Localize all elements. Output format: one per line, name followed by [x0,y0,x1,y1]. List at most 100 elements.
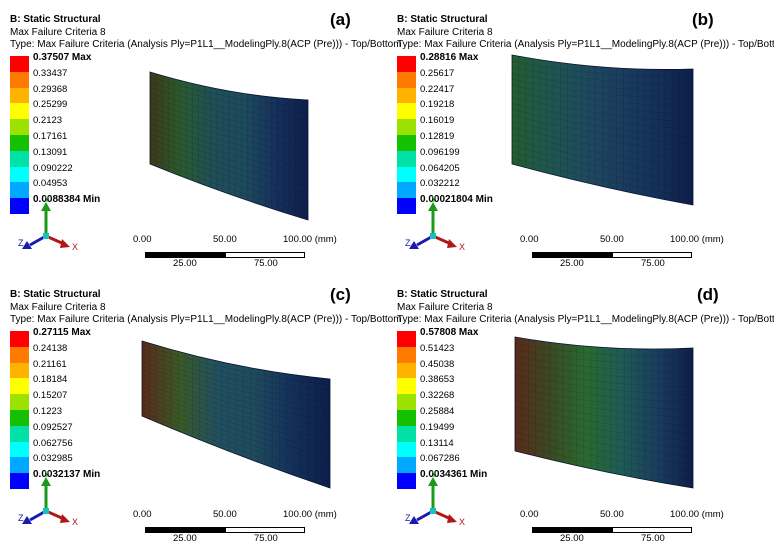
legend-swatch [397,87,416,104]
legend-value: 0.28816 Max [420,52,479,63]
x-label: X [459,242,465,252]
mesh-gridline [149,97,309,134]
panel-letter: (a) [330,10,351,29]
legend-swatch [10,150,29,167]
mesh-gridline [511,103,694,130]
legend-swatch [397,378,416,395]
legend-value: 0.12819 [420,130,455,142]
mesh-gridline [141,349,331,392]
contour-mesh[interactable] [387,275,774,549]
legend-swatch [10,331,29,347]
mesh-gridline [511,151,694,191]
mesh-gridline [514,362,694,380]
mesh-gridline [511,145,694,183]
z-arrow-icon [22,516,32,524]
mesh-gridline [514,381,694,403]
triad-origin [43,508,49,514]
mesh-gridline [514,406,694,434]
legend-swatch [397,150,416,167]
scale-tick-75: 75.00 [641,258,665,269]
scale-bar: 0.00 50.00 100.00 (mm) 25.00 75.00 [133,509,337,549]
mesh-gridline [511,60,694,77]
scale-bar: 0.00 50.00 100.00 (mm) 25.00 75.00 [520,509,724,549]
contour-mesh[interactable] [0,275,387,549]
result-panel-c: B: Static Structural Max Failure Criteri… [0,275,402,549]
result-panel-b: B: Static Structural Max Failure Criteri… [387,0,774,274]
scale-tick-50: 50.00 [600,509,624,520]
mesh-gridline [141,390,331,452]
contour-mesh[interactable] [0,0,387,274]
mesh-gridline [514,343,694,357]
panel-title: B: Static Structural [10,14,101,25]
legend-value: 0.064205 [420,162,460,174]
legend-value: 0.33437 [33,67,68,79]
panel-subtitle: Max Failure Criteria 8 [10,301,106,313]
legend-swatch [397,394,416,410]
legend-swatch [10,166,29,183]
legend-value: 0.21161 [33,358,67,370]
legend-swatch [10,425,29,442]
legend-swatch [10,394,29,410]
mesh-gridline [511,109,694,138]
legend-value: 0.16019 [420,115,455,127]
axis-triad[interactable]: Y X Z [405,471,465,529]
mesh-gridline [514,355,694,372]
legend-value: 0.32268 [420,390,455,402]
mesh-gridline [141,374,331,428]
panel-title: B: Static Structural [397,289,488,300]
axis-triad[interactable]: Y X Z [18,196,78,254]
mesh-gridline [149,76,309,107]
contour-mesh[interactable] [387,0,774,274]
mesh-gridline [514,400,694,427]
mesh-gridline [141,407,331,477]
legend-value: 0.57808 Max [420,327,479,338]
mesh-gridline [514,368,694,388]
panel-type-line: Type: Max Failure Criteria (Analysis Ply… [10,39,402,50]
panel-type-line: Type: Max Failure Criteria (Analysis Ply… [10,314,402,325]
scale-tick-100: 100.00 (mm) [670,509,724,520]
panel-header: B: Static Structural Max Failure Criteri… [397,14,774,52]
mesh-gridline [149,87,309,121]
mesh-gridline [511,97,694,123]
panel-type-line: Type: Max Failure Criteria (Analysis Ply… [397,314,774,325]
axis-triad[interactable]: Y X Z [18,471,78,529]
legend-swatch [397,346,416,363]
legend-value: 0.00021804 Min [420,194,493,206]
scale-tick-100: 100.00 (mm) [283,234,337,245]
panel-type-line: Type: Max Failure Criteria (Analysis Ply… [397,39,774,50]
y-arrow-icon [428,477,438,486]
legend-swatch [10,409,29,426]
y-arrow-icon [428,202,438,211]
mesh-gridline [141,403,331,471]
legend-value: 0.51423 [420,342,455,354]
panel-letter: (b) [692,10,714,29]
scale-tick-0: 0.00 [133,509,152,520]
scale-tick-75: 75.00 [254,258,278,269]
legend-value: 0.062756 [33,437,73,449]
legend-value: 0.2123 [33,115,63,127]
axis-triad[interactable]: Y X Z [405,196,465,254]
legend-value: 0.13091 [33,146,68,158]
scale-bar: 0.00 50.00 100.00 (mm) 25.00 75.00 [520,234,724,274]
scale-tick-100: 100.00 (mm) [283,509,337,520]
mesh-gridline [141,369,331,422]
mesh-gridline [514,431,694,465]
panel-title: B: Static Structural [10,289,101,300]
mesh-gridline [514,387,694,411]
legend-value: 0.032985 [33,453,73,465]
scale-tick-0: 0.00 [520,509,539,520]
scale-tick-100: 100.00 (mm) [670,234,724,245]
legend-swatch [10,457,29,474]
mesh-gridline [141,378,331,434]
scale-tick-0: 0.00 [133,234,152,245]
legend-value: 0.38653 [420,374,455,386]
legend-value: 0.0032137 Min [33,469,101,481]
mesh-gridline [149,158,309,214]
mesh-gridline [149,112,309,154]
legend-value: 0.0088384 Min [33,194,101,206]
legend-value: 0.19499 [420,421,455,433]
legend-swatch [397,362,416,379]
x-label: X [72,517,78,527]
legend-value: 0.0034361 Min [420,469,488,481]
mesh-gridline [149,92,309,127]
